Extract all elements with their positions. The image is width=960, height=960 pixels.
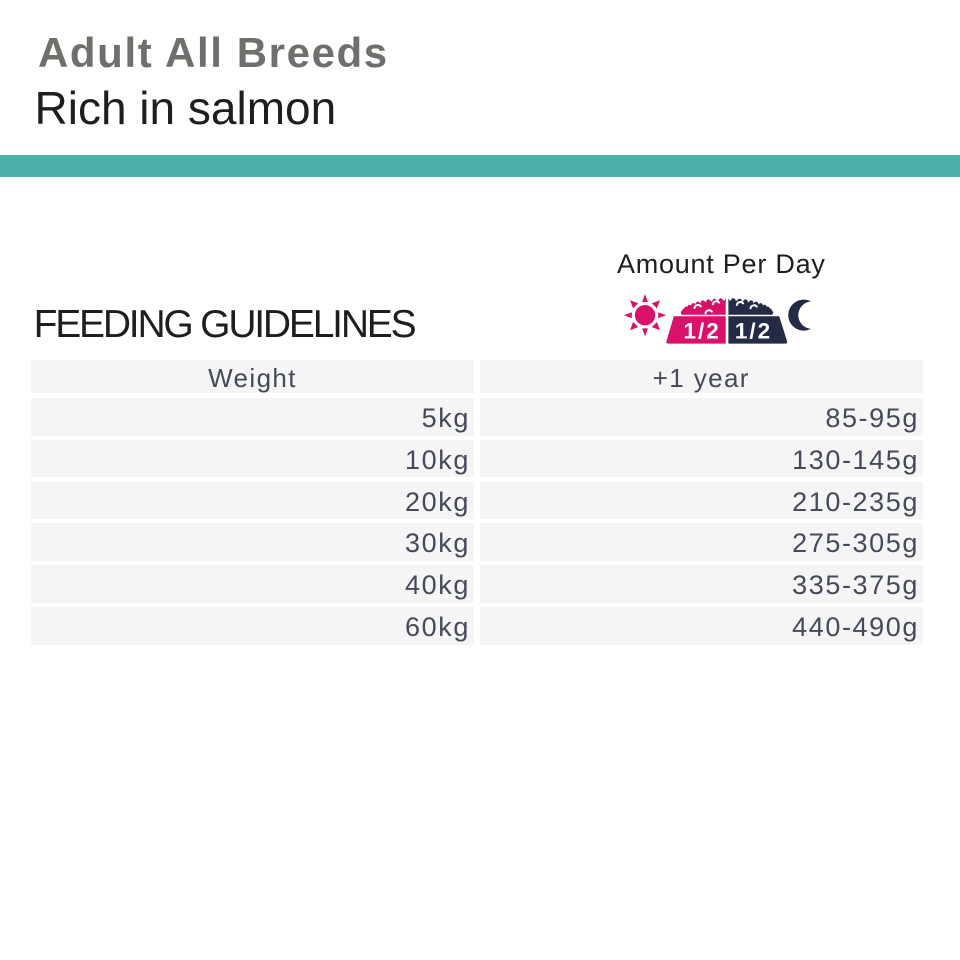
svg-text:1/2: 1/2	[735, 319, 772, 344]
svg-text:1/2: 1/2	[683, 319, 720, 344]
